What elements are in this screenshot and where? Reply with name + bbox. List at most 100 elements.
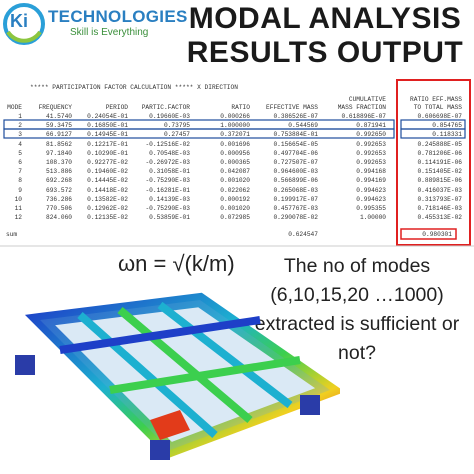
cell: 0.994169 xyxy=(356,177,386,185)
cell: 0.12217E-01 xyxy=(87,140,128,148)
beam xyxy=(117,306,253,424)
cell: 6 xyxy=(18,159,22,166)
support xyxy=(150,440,170,460)
cell: 81.8562 xyxy=(46,140,72,148)
cell: 0.000365 xyxy=(220,159,250,166)
cell: 0.854765 xyxy=(432,122,462,130)
cell: 0.000266 xyxy=(220,113,250,120)
cell: 0.199917E-07 xyxy=(273,195,318,203)
cell: 0.871941 xyxy=(356,122,386,130)
cell: -0.16281E-01 xyxy=(145,186,190,194)
cell: 108.370 xyxy=(46,159,72,166)
cell: 0.995355 xyxy=(356,205,386,212)
cell: 0.022062 xyxy=(220,186,250,194)
logo-name: TECHNOLOGIES xyxy=(48,7,188,26)
cell: 9 xyxy=(18,186,22,194)
cell: 0.70548E-03 xyxy=(149,149,190,157)
title: MODAL ANALYSIS RESULTS OUTPUT xyxy=(180,2,470,70)
cell: 0.618896E-07 xyxy=(341,113,386,120)
question: The no of modes (6,10,15,20 …1000) extra… xyxy=(240,252,474,368)
cell: 0.114191E-06 xyxy=(417,159,462,166)
cell: 0.455313E-02 xyxy=(417,214,462,222)
cell: 1 xyxy=(18,113,22,120)
frame xyxy=(24,292,340,459)
cell: 0.14445E-02 xyxy=(87,177,128,185)
cell: 0.992653 xyxy=(356,159,386,166)
support xyxy=(15,355,35,375)
cell: 0.001020 xyxy=(220,177,250,185)
logo-mark: Ki xyxy=(10,11,28,31)
cell: 0.265068E-03 xyxy=(273,186,318,194)
cell: 0.12135E-02 xyxy=(87,214,128,222)
highlight-row xyxy=(3,119,395,130)
column-header: MODE xyxy=(7,104,22,111)
cell: 12 xyxy=(14,214,22,222)
cell: 0.992653 xyxy=(356,149,386,157)
cell: 736.286 xyxy=(46,195,72,203)
table-caption: ***** PARTICIPATION FACTOR CALCULATION *… xyxy=(30,84,238,91)
cell: 824.060 xyxy=(46,214,72,222)
cell: 41.5740 xyxy=(46,113,72,120)
highlight-cell xyxy=(400,119,466,130)
sum-cell: 0.624547 xyxy=(288,231,318,238)
cell: 0.964600E-03 xyxy=(273,168,318,176)
cell: 59.3475 xyxy=(46,122,72,130)
cell: 3 xyxy=(18,131,22,139)
logo-ring-green xyxy=(6,30,42,43)
column-header: FREQUENCY xyxy=(38,104,72,111)
cell: 8 xyxy=(18,177,22,185)
logo-ring xyxy=(3,3,45,45)
cell: 0.13582E-02 xyxy=(87,195,128,203)
question-line: (6,10,15,20 …1000) xyxy=(270,284,444,306)
cell: 0.000956 xyxy=(220,149,250,157)
cell: 5 xyxy=(18,149,22,157)
column-header: MASS FRACTION xyxy=(337,104,386,111)
fea-model xyxy=(15,292,340,460)
cell: 0.14139E-03 xyxy=(149,195,190,203)
cell: 0.606698E-07 xyxy=(417,113,462,120)
cell: 770.506 xyxy=(46,205,72,212)
formula: ωn = √(k/m) xyxy=(118,251,235,276)
cell: 692.268 xyxy=(46,177,72,185)
beam xyxy=(59,316,261,354)
column-header: RATIO EFF.MASS xyxy=(410,96,462,103)
cell: 0.12962E-02 xyxy=(87,205,128,212)
cell: -0.75290E-03 xyxy=(145,205,190,212)
cell: 0.753884E-01 xyxy=(273,131,318,139)
cell: 0.16850E-01 xyxy=(87,122,128,130)
column-header: TO TOTAL MASS xyxy=(413,104,462,111)
cell: 0.24054E-01 xyxy=(87,113,128,120)
hotspot xyxy=(150,410,190,440)
cell: 0.042087 xyxy=(220,168,250,176)
cell: 0.31058E-01 xyxy=(149,168,190,176)
column-header: EFFECTIVE MASS xyxy=(266,104,318,111)
cell: -0.75290E-03 xyxy=(145,177,190,185)
cell: 2 xyxy=(18,122,22,130)
support xyxy=(300,395,320,415)
cell: 1.00000 xyxy=(360,214,386,222)
question-line: The no of modes xyxy=(283,255,431,277)
highlight-row xyxy=(3,128,395,139)
cell: 0.497704E-06 xyxy=(273,149,318,157)
question-line: not? xyxy=(338,342,376,364)
cell: 0.290078E-02 xyxy=(273,214,318,222)
cell: 0.001020 xyxy=(220,205,250,212)
cell: 0.372071 xyxy=(220,131,250,139)
column-header: PARTIC.FACTOR xyxy=(141,104,190,111)
cell: 0.27457 xyxy=(164,131,190,139)
question-line: extracted is sufficient or xyxy=(254,313,460,335)
cell: 0.994168 xyxy=(356,168,386,176)
cell: 0.19460E-02 xyxy=(87,168,128,176)
cell: 693.572 xyxy=(46,186,72,194)
cell: 0.781206E-06 xyxy=(417,149,462,157)
cell: 0.000192 xyxy=(220,195,250,203)
title-line: RESULTS OUTPUT xyxy=(186,36,464,69)
cell: 0.14418E-02 xyxy=(87,186,128,194)
cell: 0.992650 xyxy=(356,131,386,139)
cell: 0.457767E-03 xyxy=(273,205,318,212)
table: ***** PARTICIPATION FACTOR CALCULATION *… xyxy=(6,84,462,238)
cell: 0.072985 xyxy=(220,214,250,222)
cell: 4 xyxy=(18,140,22,148)
highlights xyxy=(0,79,474,247)
